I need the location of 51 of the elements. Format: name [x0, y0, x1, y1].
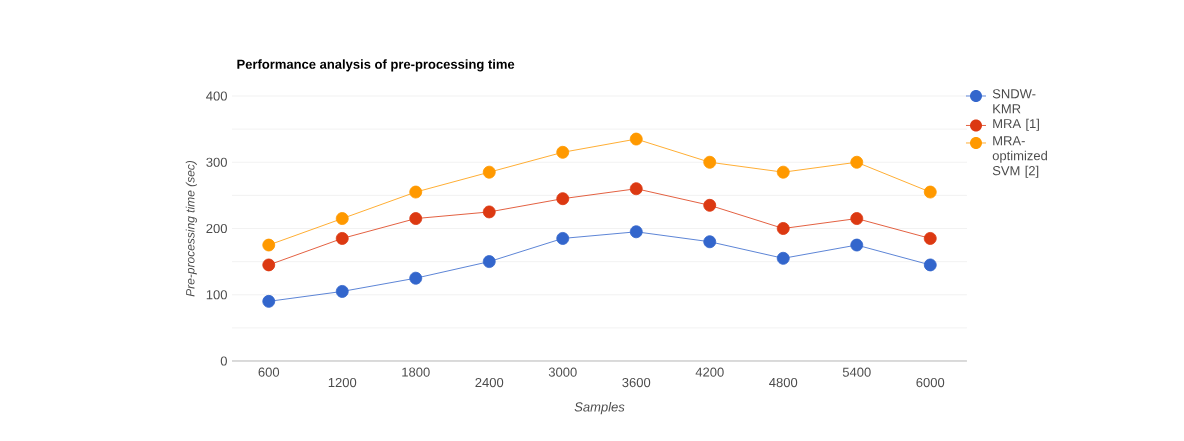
point — [556, 192, 570, 206]
legend-label: MRA [1] — [993, 118, 1039, 131]
point — [923, 232, 937, 245]
y-tick-label: 200 — [206, 223, 227, 234]
point — [409, 185, 423, 199]
x-tick-label: 6000 — [916, 377, 945, 388]
point — [850, 155, 864, 169]
y-tick-label: 100 — [206, 290, 227, 300]
point — [556, 145, 570, 159]
point — [262, 258, 276, 272]
point — [850, 238, 864, 252]
point — [629, 132, 643, 146]
x-tick-label: 3600 — [622, 377, 651, 388]
x-tick-label: 2400 — [475, 377, 504, 388]
point — [776, 222, 790, 235]
point — [923, 185, 937, 199]
point — [703, 155, 717, 169]
point — [703, 235, 717, 249]
x-tick-label: 4800 — [769, 377, 798, 388]
point — [262, 294, 276, 308]
point — [703, 198, 717, 212]
point — [482, 165, 496, 179]
legend-label: MRA-optimized SVM [2] — [992, 136, 1047, 178]
point — [409, 212, 423, 225]
x-tick-label: 600 — [258, 367, 280, 377]
point — [556, 232, 570, 245]
point — [776, 251, 790, 265]
point — [850, 212, 864, 225]
point — [482, 255, 496, 269]
x-tick-label: 1800 — [402, 367, 430, 377]
point — [629, 225, 643, 239]
y-tick-label: 0 — [220, 356, 227, 366]
point — [335, 232, 349, 245]
point — [262, 238, 276, 252]
point — [409, 271, 423, 285]
y-tick-label: 400 — [206, 91, 227, 101]
point — [923, 258, 937, 272]
y-tick-label: 300 — [206, 157, 227, 167]
y-axis-title: Pre-processing time (sec) — [185, 160, 197, 297]
x-tick-label: 5400 — [842, 367, 871, 377]
x-tick-label: 3000 — [548, 367, 577, 377]
x-tick-label: 4200 — [695, 367, 724, 377]
chart-title: Performance analysis of pre-processing time — [237, 59, 515, 72]
x-tick-label: 1200 — [328, 377, 357, 388]
point — [776, 165, 790, 179]
point — [335, 285, 349, 298]
legend-label: SNDW-KMR — [992, 89, 1036, 114]
point — [629, 182, 643, 196]
point — [482, 205, 496, 219]
point — [335, 212, 349, 225]
x-axis-title: Samples — [574, 402, 625, 415]
